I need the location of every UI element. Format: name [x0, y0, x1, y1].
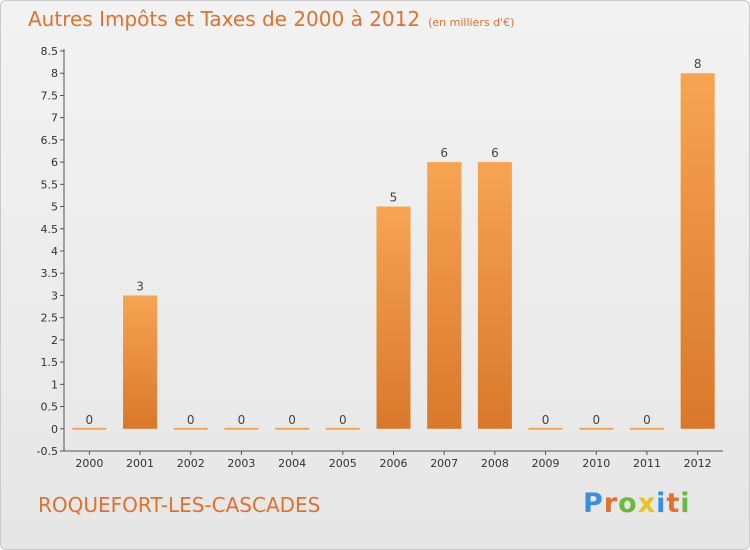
- data-label-2001: 3: [136, 279, 144, 293]
- bar-2009: [528, 427, 563, 430]
- bar-2000: [72, 427, 107, 430]
- data-label-2009: 0: [542, 413, 550, 427]
- y-tick-label: 6: [51, 156, 58, 169]
- y-tick-label: 0.5: [41, 401, 59, 414]
- y-tick-label: 2: [51, 334, 58, 347]
- y-tick-label: 8.5: [41, 45, 59, 58]
- chart-title: Autres Impôts et Taxes de 2000 à 2012 (en…: [28, 7, 514, 31]
- logo-letter: i: [656, 488, 667, 519]
- logo-letter: i: [680, 488, 691, 519]
- data-label-2010: 0: [592, 413, 600, 427]
- data-label-2005: 0: [339, 413, 347, 427]
- y-tick-label: 7: [51, 112, 58, 125]
- bar-2006: [376, 206, 411, 429]
- x-tick-label: 2003: [227, 457, 255, 470]
- bar-2010: [579, 427, 614, 430]
- logo-letter: o: [618, 488, 638, 519]
- x-tick-label: 2006: [380, 457, 408, 470]
- y-tick-label: 1.5: [41, 356, 59, 369]
- y-tick-label: 3: [51, 289, 58, 302]
- data-label-2006: 5: [390, 191, 398, 205]
- bar-2008: [477, 162, 512, 429]
- title-text: Autres Impôts et Taxes de 2000 à 2012: [28, 7, 421, 31]
- y-tick-label: 8: [51, 67, 58, 80]
- data-label-2003: 0: [238, 413, 246, 427]
- proxiti-logo[interactable]: Proxiti: [583, 488, 691, 519]
- x-tick-label: 2002: [177, 457, 205, 470]
- y-tick-label: 4: [51, 245, 58, 258]
- x-tick-label: 2012: [684, 457, 712, 470]
- bar-2003: [224, 427, 259, 430]
- y-tick-label: 5.5: [41, 178, 59, 191]
- unit-label: (en milliers d'€): [428, 16, 515, 29]
- data-label-2008: 6: [491, 146, 499, 160]
- data-label-2007: 6: [440, 146, 448, 160]
- y-tick-label: 7.5: [41, 89, 59, 102]
- y-tick-label: 1: [51, 378, 58, 391]
- data-label-2000: 0: [86, 413, 94, 427]
- bar-2011: [629, 427, 664, 430]
- x-tick-label: 2007: [430, 457, 458, 470]
- data-label-2012: 8: [694, 57, 702, 71]
- logo-letter: r: [603, 488, 619, 519]
- x-tick-label: 2010: [582, 457, 610, 470]
- x-tick-label: 2008: [481, 457, 509, 470]
- y-tick-label: 5: [51, 201, 58, 214]
- y-tick-label: 3.5: [41, 267, 59, 280]
- y-tick-label: 2.5: [41, 312, 59, 325]
- x-tick-label: 2000: [75, 457, 103, 470]
- logo-letter: t: [666, 488, 681, 519]
- data-label-2011: 0: [643, 413, 651, 427]
- y-tick-label: 6.5: [41, 134, 59, 147]
- x-tick-label: 2011: [633, 457, 661, 470]
- data-label-2004: 0: [288, 413, 296, 427]
- y-tick-label: 0: [51, 423, 58, 436]
- bar-2005: [325, 427, 360, 430]
- x-tick-label: 2004: [278, 457, 306, 470]
- bar-2001: [123, 295, 158, 429]
- x-tick-label: 2009: [532, 457, 560, 470]
- x-tick-label: 2005: [329, 457, 357, 470]
- bar-2012: [680, 73, 715, 429]
- bar-2007: [427, 162, 462, 429]
- commune-name: ROQUEFORT-LES-CASCADES: [38, 493, 321, 517]
- logo-letter: P: [583, 488, 604, 519]
- bar-2002: [173, 427, 208, 430]
- data-label-2002: 0: [187, 413, 195, 427]
- y-tick-label: 4.5: [41, 223, 59, 236]
- y-tick-label: -0.5: [37, 445, 58, 458]
- bar-2004: [275, 427, 310, 430]
- logo-letter: x: [637, 488, 657, 519]
- x-tick-label: 2001: [126, 457, 154, 470]
